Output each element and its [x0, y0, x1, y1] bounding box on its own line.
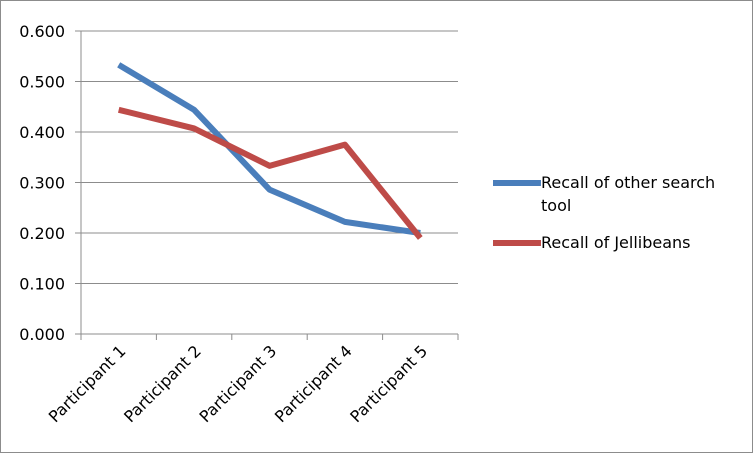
x-tick-label: Participant 3: [196, 341, 281, 426]
x-tick-label: Participant 1: [45, 341, 130, 426]
legend-item-0: Recall of other search tool: [493, 171, 743, 217]
y-tick-label: 0.200: [19, 224, 65, 243]
series-line-1: [117, 106, 423, 240]
legend-swatch-1: [493, 240, 541, 246]
y-tick-label: 0.400: [19, 123, 65, 142]
x-tick-label: Participant 5: [346, 341, 431, 426]
legend-label-1: Recall of Jellibeans: [541, 233, 691, 252]
x-tick-label: Participant 4: [271, 341, 356, 426]
y-tick-label: 0.600: [19, 22, 65, 41]
y-tick-label: 0.100: [19, 275, 65, 294]
y-tick-label: 0.300: [19, 174, 65, 193]
legend-label-0: Recall of other search tool: [541, 173, 716, 215]
y-tick-label: 0.500: [19, 73, 65, 92]
series-line-0: [117, 62, 421, 236]
y-tick-label: 0.000: [19, 325, 65, 344]
legend-swatch-0: [493, 180, 541, 186]
x-tick-label: Participant 2: [120, 341, 205, 426]
legend-item-1: Recall of Jellibeans: [493, 231, 743, 254]
legend: Recall of other search tool Recall of Je…: [493, 171, 743, 264]
